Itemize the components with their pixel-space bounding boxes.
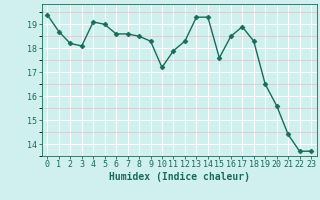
X-axis label: Humidex (Indice chaleur): Humidex (Indice chaleur) xyxy=(109,172,250,182)
